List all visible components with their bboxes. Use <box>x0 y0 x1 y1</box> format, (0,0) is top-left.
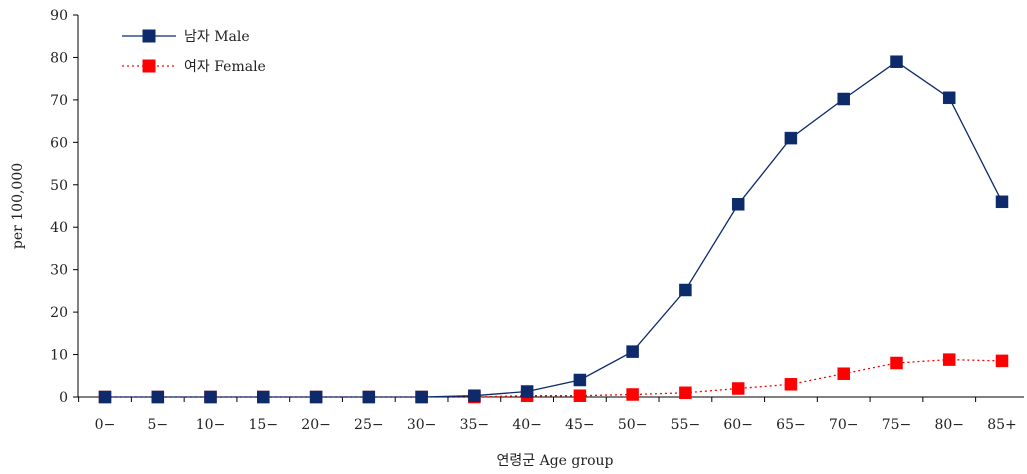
x-axis-label: 연령군 Age group <box>497 453 614 469</box>
x-tick-label: 25− <box>354 417 384 433</box>
data-point-male <box>837 92 850 106</box>
x-tick-label: 45− <box>565 417 595 433</box>
y-tick-label: 50 <box>50 178 68 194</box>
data-point-male <box>520 385 534 398</box>
data-point-female <box>731 382 745 395</box>
legend: 남자 Male 여자 Female <box>122 29 266 75</box>
series-layer <box>98 55 1009 404</box>
legend-label-male: 남자 Male <box>184 29 250 45</box>
data-point-male <box>468 389 481 402</box>
data-point-male <box>415 390 428 404</box>
y-tick-label: 80 <box>50 50 68 66</box>
x-tick-label: 70− <box>829 417 859 433</box>
y-tick-label: 70 <box>50 93 68 109</box>
x-tick-label: 30− <box>407 417 437 433</box>
x-tick-label: 20− <box>301 417 331 433</box>
x-tick-label: 75− <box>882 417 912 433</box>
data-point-male <box>151 390 165 404</box>
y-axis-label: per 100,000 <box>10 163 26 249</box>
y-tick-label: 30 <box>50 263 68 279</box>
data-point-male <box>942 91 956 105</box>
x-tick-label: 60− <box>723 417 753 433</box>
x-tick-label: 55− <box>671 417 701 433</box>
x-tick-label: 50− <box>618 417 648 433</box>
x-axis-ticks: 0− 5− 10− 15− 20− 25− 30− 35− 40− 45− 50− 55− 60− 65−… <box>78 397 1017 433</box>
data-point-female <box>679 386 692 400</box>
data-point-female <box>573 389 587 402</box>
data-point-male <box>679 283 692 297</box>
y-tick-label: 10 <box>50 348 68 364</box>
data-point-female <box>837 367 850 380</box>
legend-item-male: 남자 Male <box>122 29 250 45</box>
y-tick-label: 40 <box>50 220 68 236</box>
data-point-male <box>257 390 270 404</box>
y-tick-label: 60 <box>50 135 68 151</box>
legend-item-female: 여자 Female <box>122 59 266 75</box>
data-point-male <box>731 198 745 211</box>
x-tick-label: 15− <box>249 417 279 433</box>
x-tick-label: 35− <box>460 417 490 433</box>
x-tick-label: 5− <box>147 417 168 433</box>
x-tick-label: 85+ <box>987 417 1017 433</box>
data-point-male <box>98 390 112 404</box>
x-tick-label: 65− <box>776 417 806 433</box>
legend-marker-male <box>142 29 156 43</box>
data-point-female <box>784 378 798 391</box>
data-point-male <box>204 390 217 404</box>
y-axis-ticks: 0 10 20 30 40 50 60 70 80 90 <box>50 8 78 406</box>
data-point-male <box>362 390 376 404</box>
data-point-female <box>890 356 903 370</box>
x-tick-label: 10− <box>196 417 226 433</box>
y-tick-label: 90 <box>50 8 68 24</box>
legend-marker-female <box>142 59 156 73</box>
x-tick-label: 80− <box>934 417 964 433</box>
data-point-female <box>626 388 639 401</box>
data-point-male <box>890 55 903 68</box>
y-tick-label: 20 <box>50 305 68 321</box>
data-point-male <box>995 195 1009 209</box>
series-line-female <box>105 358 1003 398</box>
data-point-male <box>309 390 323 404</box>
x-tick-label: 0− <box>95 417 116 433</box>
data-point-male <box>784 131 798 145</box>
series-line-male <box>105 60 1003 398</box>
x-tick-label: 40− <box>512 417 542 433</box>
data-point-male <box>573 373 587 387</box>
data-point-male <box>626 345 639 358</box>
data-point-female <box>942 353 956 366</box>
legend-label-female: 여자 Female <box>184 59 266 75</box>
y-tick-label: 0 <box>59 390 68 406</box>
data-point-female <box>995 354 1009 368</box>
